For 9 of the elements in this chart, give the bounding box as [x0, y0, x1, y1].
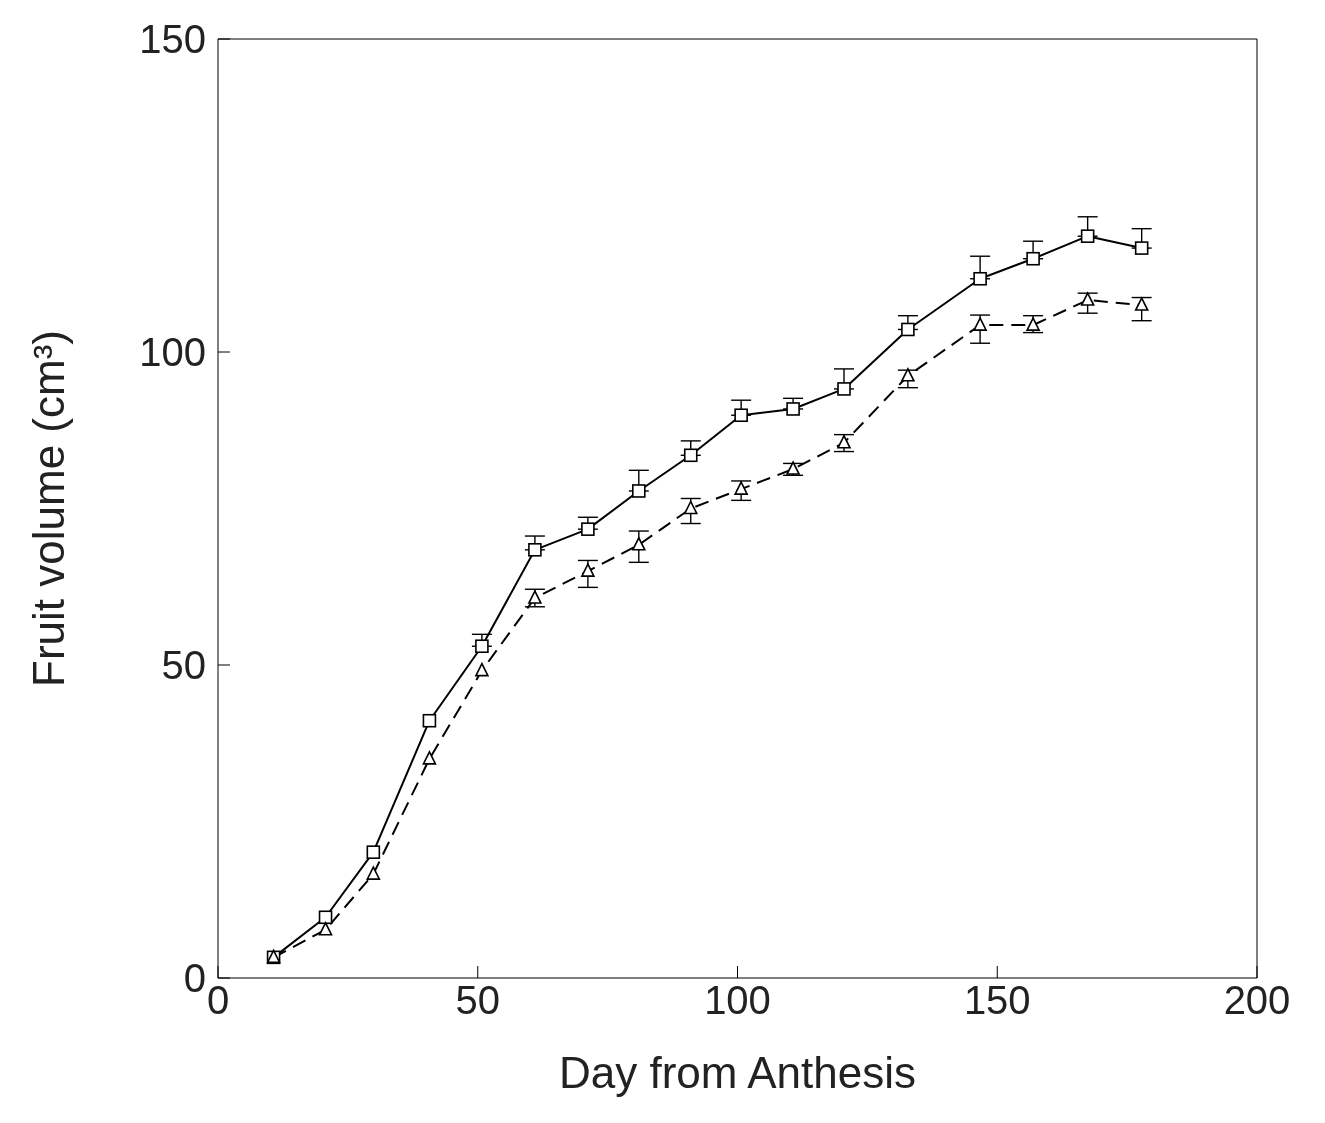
y-axis-title: Fruit volume (cm³) — [23, 330, 73, 687]
x-tick-label: 50 — [455, 978, 500, 1023]
y-tick-label: 150 — [139, 17, 206, 62]
y-tick-label: 50 — [161, 643, 206, 688]
x-tick-label: 100 — [704, 978, 771, 1023]
x-tick-label: 150 — [963, 978, 1031, 1023]
x-axis-title: Day from Anthesis — [558, 1048, 917, 1097]
x-tick-label: 200 — [1223, 978, 1291, 1023]
y-tick-label: 100 — [139, 330, 206, 375]
